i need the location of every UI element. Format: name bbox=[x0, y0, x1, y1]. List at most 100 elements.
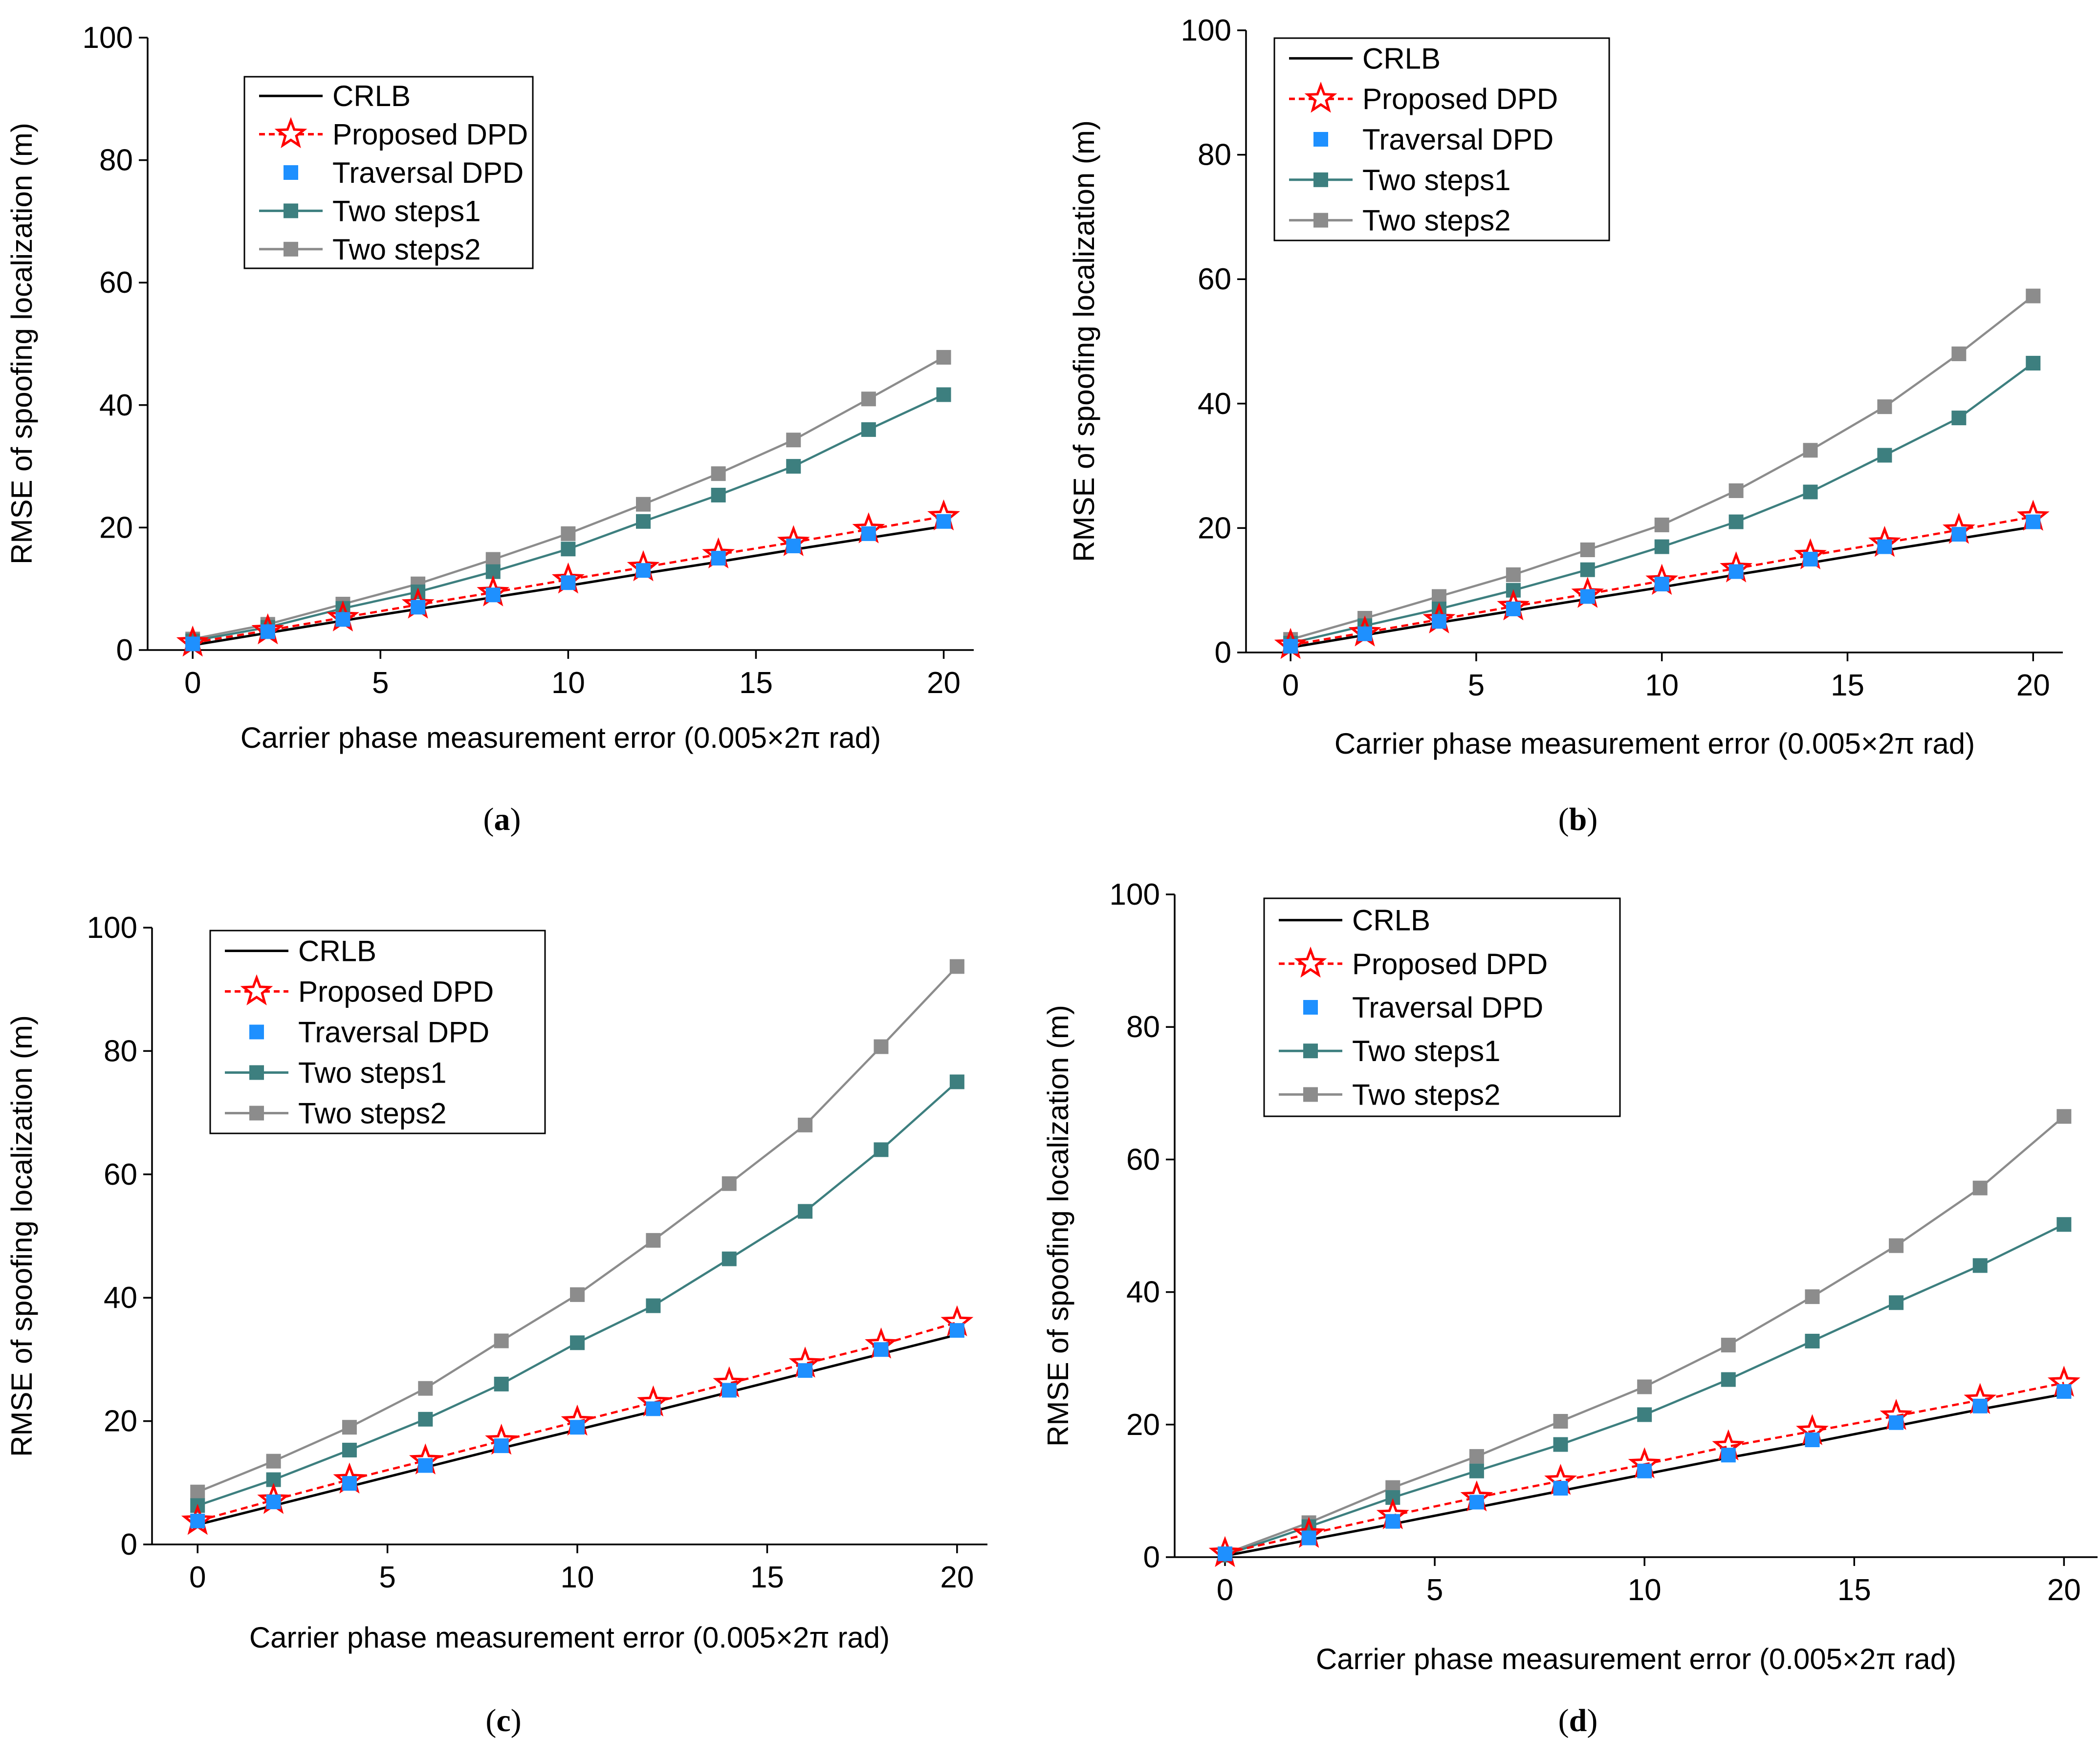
y-tick-label: 20 bbox=[104, 1405, 137, 1438]
y-tick-label: 40 bbox=[99, 389, 133, 422]
legend-swatch-marker bbox=[1313, 172, 1328, 187]
data-point bbox=[260, 624, 275, 639]
legend-item: CRLB bbox=[1289, 42, 1441, 75]
legend-item: Two steps1 bbox=[225, 1057, 447, 1089]
legend-swatch-marker bbox=[249, 1024, 264, 1040]
legend-item: Proposed DPD bbox=[225, 974, 494, 1008]
data-point bbox=[1803, 443, 1818, 458]
data-point bbox=[561, 526, 576, 541]
data-point bbox=[936, 387, 951, 402]
x-axis-title: Carrier phase measurement error (0.005×2… bbox=[249, 1621, 890, 1654]
data-point bbox=[936, 350, 951, 365]
data-point bbox=[342, 1476, 357, 1491]
x-tick-label: 0 bbox=[184, 666, 201, 700]
y-tick-label: 0 bbox=[1215, 636, 1231, 670]
legend-swatch-marker bbox=[1303, 1043, 1318, 1059]
data-point bbox=[266, 1494, 281, 1509]
data-point bbox=[266, 1454, 281, 1469]
series-line bbox=[1290, 362, 2034, 645]
x-tick-label: 0 bbox=[1217, 1573, 1233, 1607]
y-tick-label: 0 bbox=[1143, 1541, 1160, 1574]
data-point bbox=[1580, 589, 1595, 604]
x-tick-label: 10 bbox=[551, 666, 585, 700]
data-point bbox=[1728, 483, 1744, 499]
data-point bbox=[1877, 399, 1892, 414]
x-tick-label: 5 bbox=[1468, 669, 1485, 702]
data-point bbox=[1805, 1289, 1820, 1304]
series-traversal-dpd bbox=[185, 514, 951, 651]
data-point bbox=[861, 526, 876, 541]
data-point bbox=[2056, 1109, 2072, 1124]
x-tick-label: 20 bbox=[927, 666, 961, 700]
y-axis-title: RMSE of spoofing localization (m) bbox=[1042, 1005, 1074, 1447]
y-tick-label: 80 bbox=[104, 1034, 137, 1068]
legend-swatch-marker bbox=[284, 241, 298, 257]
legend-item: Two steps1 bbox=[259, 195, 481, 227]
data-point bbox=[1889, 1415, 1904, 1430]
data-point bbox=[1553, 1437, 1568, 1452]
data-point bbox=[185, 636, 200, 651]
series-traversal-dpd bbox=[1217, 1384, 2072, 1562]
y-axis-title: RMSE of spoofing localization (m) bbox=[5, 1015, 38, 1457]
legend: CRLB Proposed DPD Traversal DPD Two steps1 T… bbox=[243, 76, 534, 269]
legend-label: Traversal DPD bbox=[298, 1016, 489, 1049]
series-two-steps1 bbox=[190, 1074, 964, 1513]
x-axis-title: Carrier phase measurement error (0.005×2… bbox=[241, 721, 881, 754]
legend-item: Two steps2 bbox=[225, 1097, 447, 1130]
legend: CRLB Proposed DPD Traversal DPD Two steps1 T… bbox=[209, 930, 546, 1134]
y-axis-title: RMSE of spoofing localization (m) bbox=[5, 123, 38, 565]
legend-swatch-marker bbox=[1313, 132, 1328, 147]
data-point bbox=[494, 1333, 509, 1348]
legend-box bbox=[209, 930, 546, 1134]
x-tick-label: 10 bbox=[1628, 1573, 1662, 1607]
legend-label: Proposed DPD bbox=[332, 118, 528, 151]
legend-item: Traversal DPD bbox=[1303, 991, 1543, 1024]
x-tick-label: 15 bbox=[1838, 1573, 1871, 1607]
y-tick-label: 80 bbox=[1126, 1010, 1160, 1044]
panel-caption: (d) bbox=[1558, 1703, 1598, 1738]
y-tick-label: 100 bbox=[87, 911, 137, 945]
data-point bbox=[861, 422, 876, 437]
data-point bbox=[711, 487, 726, 502]
y-axis-title: RMSE of spoofing localization (m) bbox=[1068, 120, 1100, 562]
y-tick-label: 40 bbox=[1126, 1276, 1160, 1309]
series-traversal-dpd bbox=[1283, 514, 2041, 654]
data-point bbox=[1728, 514, 1744, 529]
series-traversal-dpd bbox=[190, 1323, 964, 1529]
data-point bbox=[561, 542, 576, 557]
y-tick-label: 60 bbox=[1198, 262, 1231, 296]
legend-label: Two steps1 bbox=[298, 1057, 447, 1089]
legend-label: Two steps2 bbox=[1362, 204, 1511, 237]
data-point bbox=[570, 1420, 585, 1435]
panel-caption: (b) bbox=[1558, 802, 1598, 837]
data-point bbox=[1385, 1514, 1400, 1529]
data-point bbox=[1728, 564, 1744, 579]
data-point bbox=[636, 563, 651, 578]
y-tick-label: 0 bbox=[116, 633, 133, 667]
legend-label: Proposed DPD bbox=[1352, 948, 1548, 980]
data-point bbox=[1889, 1295, 1904, 1310]
data-point bbox=[561, 575, 576, 590]
data-point bbox=[190, 1484, 205, 1499]
series-two-steps1 bbox=[185, 387, 951, 649]
legend-swatch-marker bbox=[1303, 1000, 1318, 1015]
legend-item: CRLB bbox=[225, 935, 376, 968]
legend-item: Proposed DPD bbox=[1289, 82, 1558, 115]
data-point bbox=[1637, 1379, 1652, 1394]
legend-label: Proposed DPD bbox=[298, 976, 494, 1008]
data-point bbox=[1553, 1480, 1568, 1496]
legend-item: Proposed DPD bbox=[1279, 946, 1548, 980]
legend-label: Traversal DPD bbox=[1362, 123, 1553, 156]
y-tick-label: 100 bbox=[83, 21, 133, 55]
panel-caption: (c) bbox=[485, 1703, 521, 1738]
data-point bbox=[1877, 539, 1892, 554]
data-point bbox=[1951, 411, 1967, 426]
x-tick-label: 0 bbox=[189, 1561, 206, 1594]
data-point bbox=[1877, 448, 1892, 463]
y-tick-label: 60 bbox=[99, 266, 133, 300]
data-point bbox=[646, 1401, 661, 1416]
data-point bbox=[485, 587, 501, 603]
data-point bbox=[722, 1176, 737, 1191]
data-point bbox=[949, 959, 964, 974]
